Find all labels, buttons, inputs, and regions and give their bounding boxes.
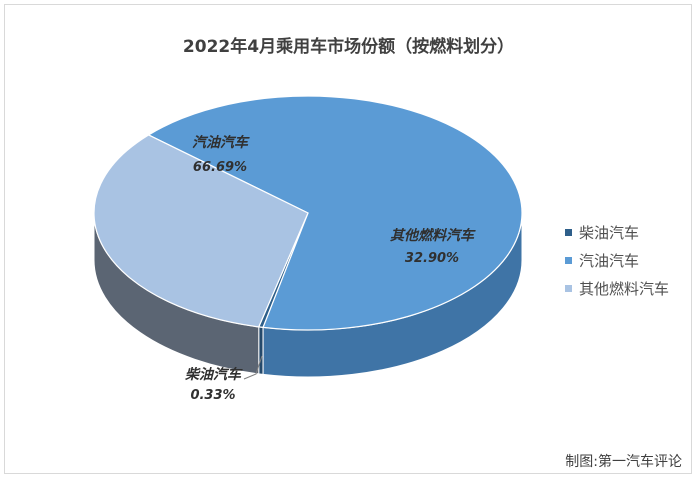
legend-label-gasoline: 汽油汽车: [579, 251, 640, 270]
legend-swatch-diesel: [565, 228, 572, 236]
pie-slice-other-fuel: [93, 134, 309, 328]
legend-item-gasoline: 汽油汽车: [565, 246, 669, 274]
legend-label-other-fuel: 其他燃料汽车: [579, 279, 670, 298]
data-label-value-diesel: 0.33%: [190, 388, 235, 403]
data-label-name-other-fuel: 其他燃料汽车: [390, 227, 476, 244]
data-label-name-diesel: 柴油汽车: [185, 366, 243, 383]
data-label-name-gasoline: 汽油汽车: [192, 134, 250, 151]
legend-item-other-fuel: 其他燃料汽车: [565, 274, 669, 302]
data-label-value-other-fuel: 32.90%: [405, 251, 459, 266]
pie-side-diesel: [258, 326, 264, 375]
data-label-value-gasoline: 66.69%: [193, 160, 247, 175]
legend-label-diesel: 柴油汽车: [579, 223, 640, 242]
legend-swatch-other-fuel: [565, 284, 572, 292]
pie-slice-gasoline: [147, 95, 523, 331]
legend-item-diesel: 柴油汽车: [565, 218, 669, 246]
legend: 柴油汽车 汽油汽车 其他燃料汽车: [565, 218, 669, 302]
leader-line-diesel: [243, 355, 263, 380]
legend-swatch-gasoline: [565, 256, 572, 264]
source-note: 制图:第一汽车评论: [565, 454, 682, 470]
pie-data-labels: 柴油汽车 0.33% 汽油汽车 66.69% 其他燃料汽车 32.90%: [185, 134, 476, 403]
pie-top-faces: [93, 95, 523, 331]
chart-title: 2022年4月乘用车市场份额（按燃料划分）: [182, 37, 515, 57]
